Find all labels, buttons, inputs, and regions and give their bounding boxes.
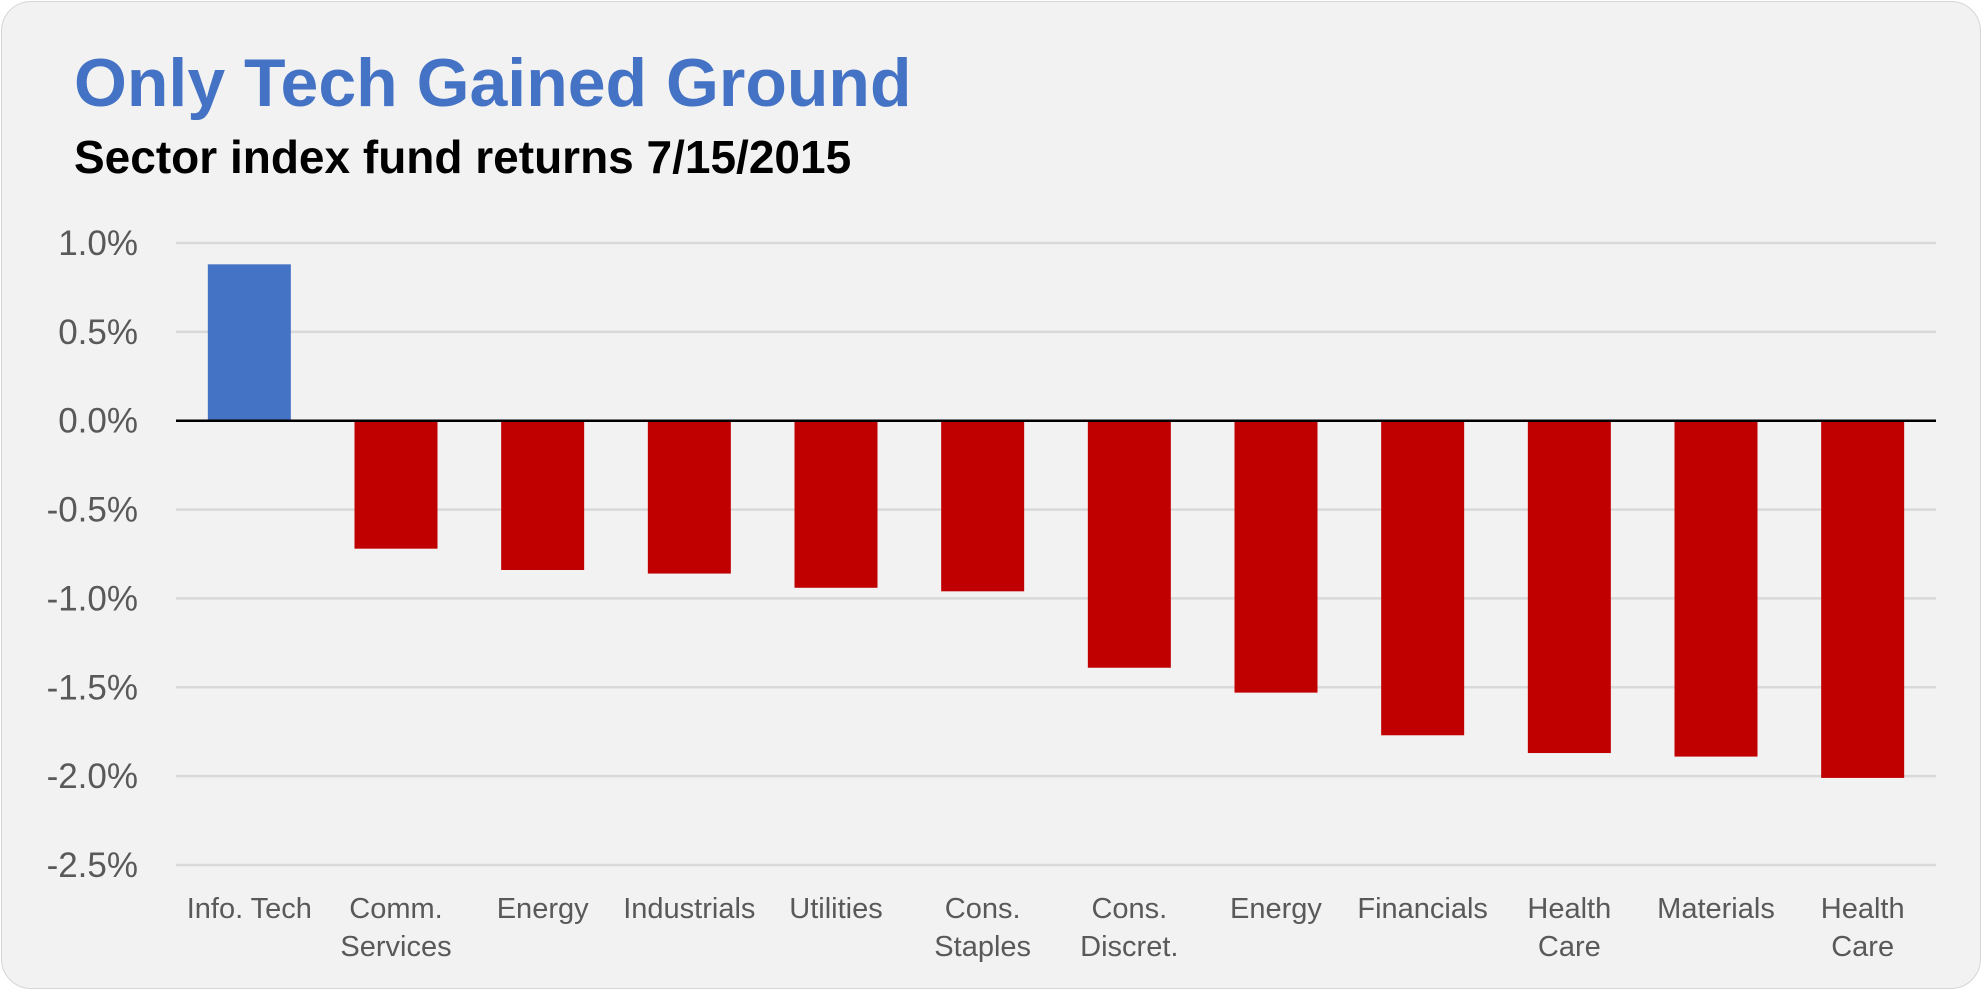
x-category-label: Financials xyxy=(1357,893,1488,925)
bar xyxy=(354,420,438,549)
bar xyxy=(1234,420,1318,693)
x-category-label: Info. Tech xyxy=(187,893,312,925)
bar xyxy=(647,420,731,574)
y-tick-label: -0.5% xyxy=(47,491,138,530)
bar xyxy=(1674,420,1758,757)
bars xyxy=(207,264,1905,778)
bar xyxy=(941,420,1025,592)
bar xyxy=(794,420,878,588)
x-category-label: Energy xyxy=(497,893,589,925)
x-category-label: Comm. Services xyxy=(340,893,451,963)
y-tick-label: -1.5% xyxy=(47,668,138,707)
x-category-label: Cons. Staples xyxy=(934,893,1031,963)
bar xyxy=(1821,420,1905,778)
y-tick-label: 0.5% xyxy=(58,313,138,352)
y-tick-label: -2.5% xyxy=(47,846,138,885)
bar xyxy=(1381,420,1465,736)
bar xyxy=(207,264,291,421)
x-category-label: Utilities xyxy=(789,893,882,925)
y-tick-label: 0.0% xyxy=(58,402,138,441)
x-category-label: Health Care xyxy=(1527,893,1611,963)
x-category-label: Industrials xyxy=(623,893,755,925)
y-axis-tick-labels: 1.0% 0.5% 0.0% -0.5% -1.0% -1.5% -2.0% -2.5% xyxy=(47,224,138,885)
chart-title: Only Tech Gained Ground xyxy=(74,45,912,121)
chart-subtitle: Sector index fund returns 7/15/2015 xyxy=(74,131,852,183)
x-axis-category-labels: Info. Tech Comm. Services Energy Industrials… xyxy=(187,893,1905,963)
x-category-label: Cons. Discret. xyxy=(1080,893,1178,963)
gridlines xyxy=(176,241,1936,867)
bar xyxy=(501,420,585,570)
y-tick-label: -1.0% xyxy=(47,579,138,618)
x-category-label: Energy xyxy=(1230,893,1322,925)
bar xyxy=(1087,420,1171,668)
bar xyxy=(1527,420,1611,754)
x-category-label: Materials xyxy=(1657,893,1775,925)
y-tick-label: -2.0% xyxy=(47,757,138,796)
y-tick-label: 1.0% xyxy=(58,224,138,263)
x-category-label: Health Care xyxy=(1821,893,1905,963)
